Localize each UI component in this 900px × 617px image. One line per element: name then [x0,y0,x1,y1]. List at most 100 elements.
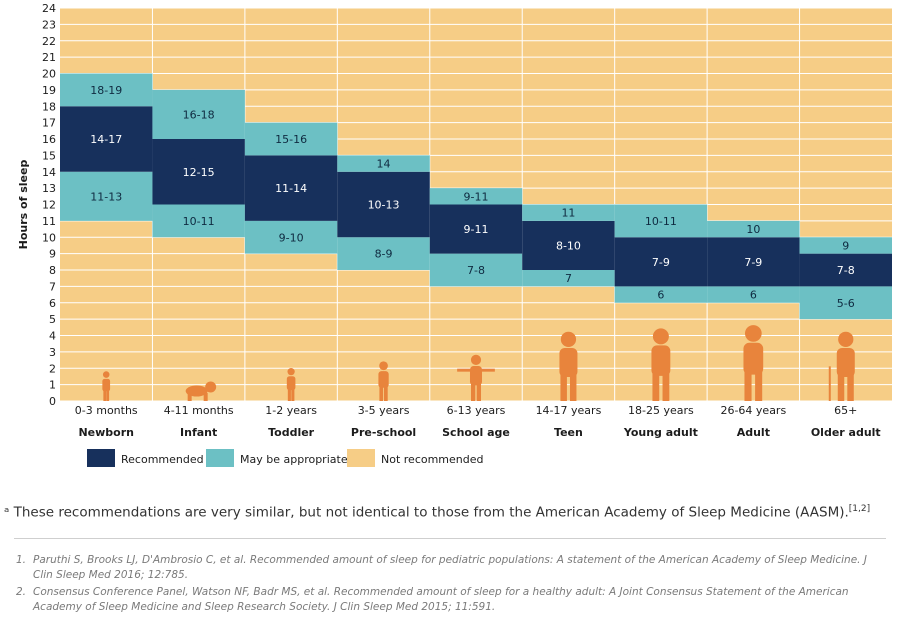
references-list: 1. Paruthi S, Brooks LJ, D'Ambrosio C, e… [16,553,886,617]
x-tick-label-group: Young adult [623,426,698,439]
low-range-label: 5-6 [837,297,855,310]
recommended-range-bar [522,220,615,270]
y-tick-label: 7 [49,280,56,293]
y-tick-label: 5 [49,313,56,326]
low-range-label: 6 [750,289,757,302]
high-range-label: 16-18 [183,108,215,121]
y-tick-label: 8 [49,264,56,277]
recommended-range-bar [152,139,245,205]
low-range-label: 6 [657,289,664,302]
legend-label: Not recommended [381,453,484,466]
low-range-bar [522,270,615,287]
baby-silhouette-icon [102,371,111,401]
y-tick-label: 3 [49,346,56,359]
y-tick-label: 13 [42,182,56,195]
y-tick-label: 9 [49,248,56,261]
y-tick-label: 2 [49,362,56,375]
recommended-range-label: 7-9 [652,256,670,269]
recommended-range-label: 12-15 [183,166,215,179]
low-range-label: 8-9 [375,248,393,261]
x-tick-label-age: 0-3 months [75,404,138,417]
high-range-label: 10-11 [645,215,677,228]
recommended-range-bar [429,204,523,254]
x-tick-label-age: 4-11 months [164,404,234,417]
recommended-range-label: 9-11 [464,223,489,236]
x-tick-label-age: 3-5 years [358,404,410,417]
footnote-text: These recommendations are very similar, … [13,504,849,521]
reference-item: 1. Paruthi S, Brooks LJ, D'Ambrosio C, e… [16,553,886,583]
y-tick-label: 16 [42,133,56,146]
footnote-marker: ᵃ [4,504,10,521]
school-child-silhouette-icon [457,354,495,401]
recommended-range-bar [337,171,430,238]
y-axis-label: Hours of sleep [17,160,30,250]
low-range-bar [429,253,523,287]
footnote: ᵃ These recommendations are very similar… [4,504,884,521]
recommended-range-label: 11-14 [275,182,307,195]
high-range-bar [152,89,245,139]
high-range-label: 9 [842,239,849,252]
reference-item: 2. Consensus Conference Panel, Watson NF… [16,585,886,615]
low-range-bar [244,220,338,254]
legend-label: Recommended [121,453,204,466]
recommended-range-label: 10-13 [368,199,400,212]
y-tick-label: 1 [49,379,56,392]
low-range-label: 7 [565,272,572,285]
low-range-label: 9-10 [279,231,304,244]
x-tick-label-group: Toddler [268,426,315,439]
low-range-label: 7-8 [467,264,485,277]
reference-number: 1. [16,554,27,566]
low-range-label: 10-11 [183,215,215,228]
x-tick-label-group: Adult [737,426,770,439]
young-adult-silhouette-icon [651,328,671,401]
x-tick-label-age: 65+ [834,404,857,417]
legend-swatch-not-recommended [347,449,375,467]
recommended-range-label: 7-9 [744,256,762,269]
low-range-bar [152,204,245,238]
high-range-label: 14 [377,158,391,171]
older-adult-with-cane-silhouette-icon [828,331,855,401]
high-range-bar [614,204,708,238]
low-range-bar [799,286,892,320]
legend-label: May be appropriate [240,453,348,466]
legend-swatch-may-be-appropriate [206,449,234,467]
y-tick-label: 21 [42,51,56,64]
low-range-bar [614,286,708,303]
legend-swatch-recommended [87,449,115,467]
high-range-label: 18-19 [90,84,122,97]
footnote-refs[interactable]: [1,2] [848,504,871,514]
y-tick-label: 12 [42,199,56,212]
x-tick-label-age: 14-17 years [536,404,602,417]
recommended-range-bar [614,237,708,287]
recommended-range-bar [60,106,153,172]
recommended-range-label: 14-17 [90,133,122,146]
teen-silhouette-icon [559,331,578,401]
reference-number: 2. [16,586,27,598]
high-range-bar [522,204,615,221]
x-tick-label-group: Older adult [811,426,881,439]
x-tick-label-group: Pre-school [351,426,416,439]
x-tick-label-age: 18-25 years [628,404,694,417]
x-tick-label-group: Teen [554,426,583,439]
recommended-range-label: 8-10 [556,239,581,252]
high-range-label: 9-11 [464,190,489,203]
high-range-bar [60,73,153,107]
high-range-label: 10 [746,223,760,236]
x-tick-label-group: School age [442,426,510,439]
x-tick-label-age: 1-2 years [265,404,317,417]
low-range-bar [337,237,430,270]
low-range-bar [60,171,153,221]
crawling-infant-silhouette-icon [185,381,217,401]
x-tick-label-group: Infant [180,426,217,439]
y-tick-label: 6 [49,297,56,310]
x-tick-label-age: 26-64 years [720,404,786,417]
recommended-range-bar [799,253,892,287]
preschooler-silhouette-icon [378,361,389,401]
divider [14,538,886,539]
toddler-silhouette-icon [286,368,296,401]
y-tick-label: 19 [42,84,56,97]
high-range-bar [429,188,523,205]
high-range-bar [707,220,800,238]
sleep-recommendation-chart: 11-13 14-17 18-19 10-11 12-15 16-18 9-10 11-14 1… [17,2,892,467]
y-tick-label: 24 [42,2,56,15]
